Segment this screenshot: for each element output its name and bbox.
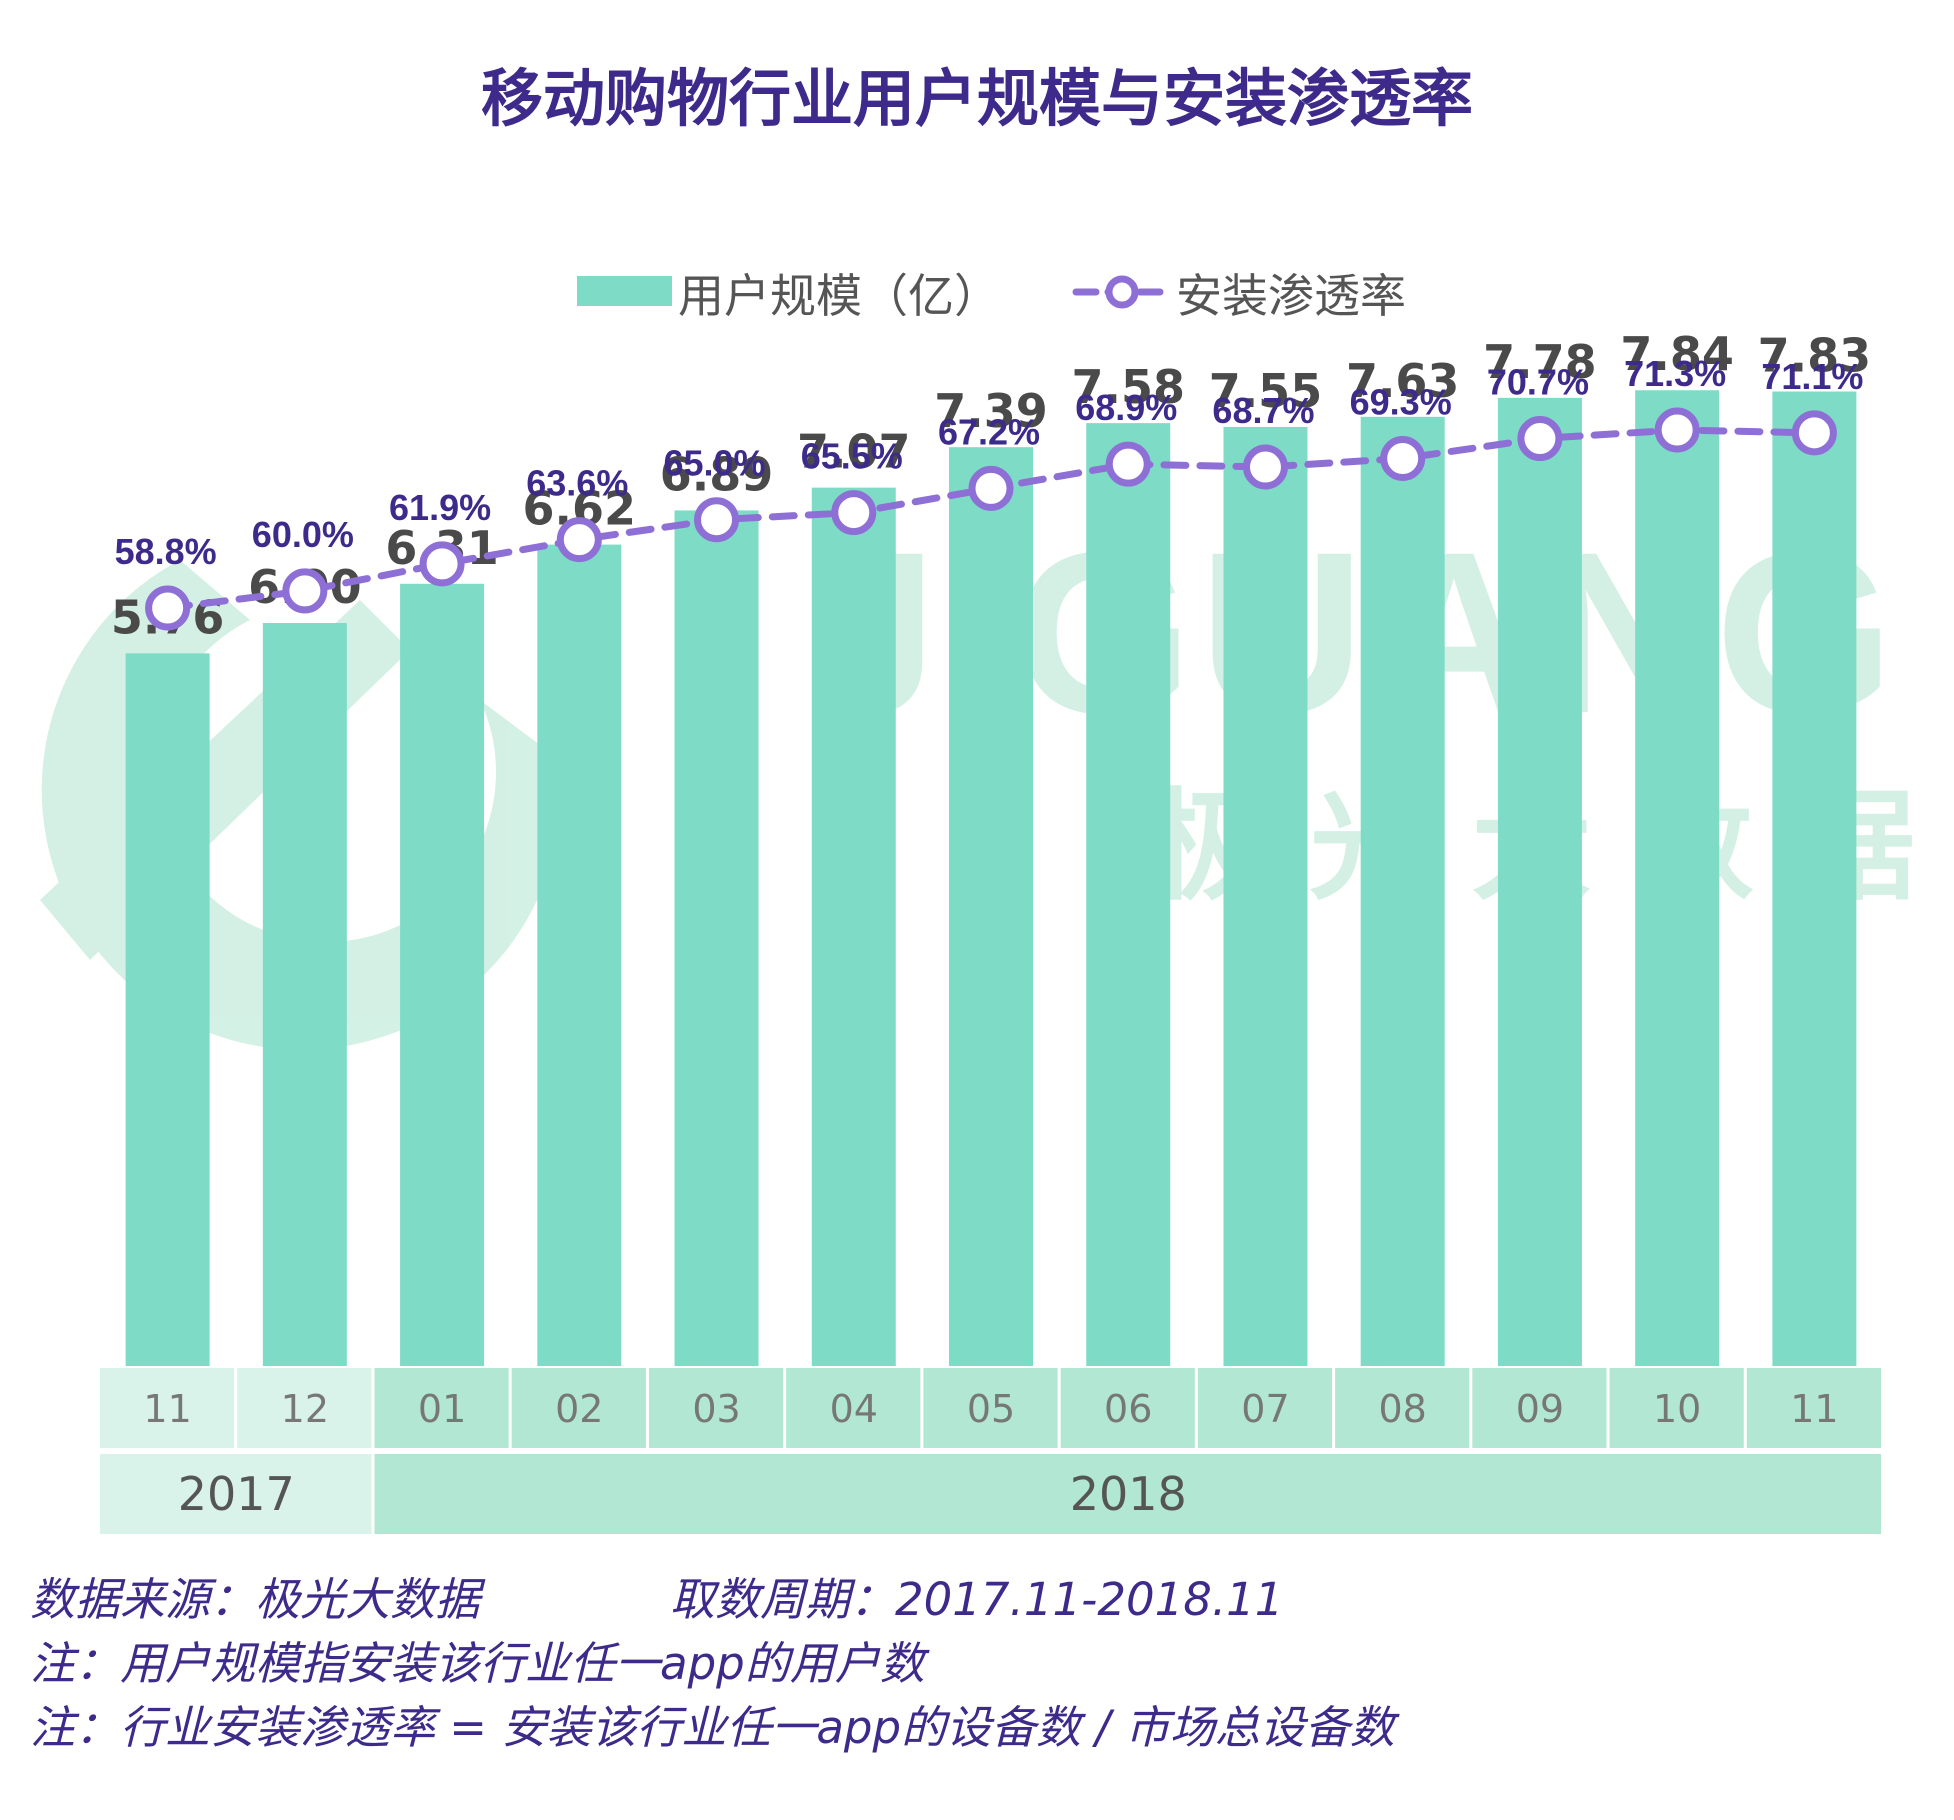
bar-10 [1497,397,1582,1367]
line-value-label: 60.0% [252,514,354,555]
year-cell [100,1454,372,1534]
bar-value-label: 7.07 [797,425,911,479]
month-tick-label: 02 [555,1387,603,1431]
line-value-label: 58.8% [115,531,217,572]
line-point-marker [968,465,1014,511]
month-cell [511,1368,646,1448]
bar-value-label: 7.84 [1620,327,1734,381]
line-point-marker [145,585,191,631]
month-cell [786,1368,921,1448]
month-cell [923,1368,1058,1448]
month-cell [100,1368,235,1448]
note-penetration: 注：行业安装渗透率 = 安装该行业任一app的设备数 / 市场总设备数 [30,1701,1395,1754]
chart-title: 移动购物行业用户规模与安装渗透率 [481,62,1473,135]
bar-5 [811,487,896,1366]
month-tick-label: 05 [967,1387,1015,1431]
bar-8 [1223,426,1308,1366]
line-point-marker [419,541,465,587]
bar-7 [1086,423,1171,1366]
line-value-label: 67.2% [938,411,1040,452]
footnotes: 数据来源：极光大数据 取数周期：2017.11-2018.11 注：用户规模指安装… [30,1568,1395,1760]
line-point-marker [1791,410,1837,456]
line-value-label: 70.7% [1487,362,1589,403]
legend-line-marker-icon [1105,275,1139,309]
bar-value-label: 7.78 [1483,335,1597,389]
line-value-label: 65.0% [663,443,765,484]
month-tick-label: 09 [1516,1387,1564,1431]
line-layer: 58.8% 60.0% 61.9% 63.6% 65.0% 65.5% 67.2% 68.9%… [115,353,1863,631]
line-point-marker [1517,416,1563,462]
legend-line-label: 安装渗透率 [1176,269,1406,323]
month-tick-label: 08 [1379,1387,1427,1431]
month-tick-label: 12 [281,1387,329,1431]
bars-layer: 5.766.006.316.626.897.077.397.587.557.63… [111,327,1872,1367]
period-note: 取数周期：2017.11-2018.11 [670,1573,1284,1626]
month-cell [1746,1368,1881,1448]
source-note: 数据来源：极光大数据 [30,1573,481,1626]
bar-value-label: 7.55 [1209,364,1323,418]
line-point-marker [1654,407,1700,453]
month-tick-label: 01 [418,1387,466,1431]
month-cell [374,1368,509,1448]
line-value-label: 68.7% [1212,390,1314,431]
month-cell [1197,1368,1333,1448]
bar-value-label: 7.58 [1071,360,1185,414]
month-tick-label: 10 [1653,1387,1701,1431]
bar-6 [949,447,1033,1366]
line-value-label: 69.3% [1350,381,1452,422]
line-value-label: 61.9% [389,487,491,528]
month-tick-label: 06 [1104,1387,1152,1431]
month-cell [1060,1368,1195,1448]
bar-12 [1772,391,1857,1366]
category-axis: 11 12 2017 01 02 03 04 05 06 07 08 09 10 11 2018 [100,1368,1881,1534]
bar-value-label: 7.83 [1758,329,1872,383]
month-tick-label: 04 [830,1387,878,1431]
line-point-marker [1105,441,1151,487]
month-cell [1472,1368,1607,1448]
line-value-label: 71.3% [1624,353,1726,394]
line-point-marker [556,517,602,563]
bar-3 [537,544,622,1366]
bar-value-label: 7.63 [1346,354,1460,408]
month-cell [1335,1368,1470,1448]
year-cell [374,1454,1881,1534]
bar-1 [262,623,347,1366]
month-tick-label: 03 [692,1387,740,1431]
bar-2 [400,583,485,1366]
legend-bar-label: 用户规模（亿） [678,269,1000,323]
note-user-scale: 注：用户规模指安装该行业任一app的用户数 [30,1637,925,1690]
bar-11 [1635,390,1720,1366]
bar-value-label: 7.39 [934,384,1048,438]
line-point-marker [694,497,740,543]
bar-9 [1360,416,1445,1366]
month-tick-label: 11 [143,1387,191,1431]
legend: 用户规模（亿） 安装渗透率 [577,269,1406,323]
line-value-label: 68.9% [1075,387,1177,428]
line-point-marker [831,490,877,536]
bar-4 [674,510,759,1366]
bar-0 [125,653,210,1366]
month-cell [648,1368,784,1448]
line-value-label: 71.1% [1761,356,1863,397]
month-cell [1609,1368,1744,1448]
line-point-marker [1380,435,1426,481]
month-tick-label: 07 [1241,1387,1289,1431]
legend-bar-swatch [577,276,672,306]
year-label: 2017 [178,1467,295,1521]
month-cell [237,1368,372,1448]
line-value-label: 63.6% [526,463,628,504]
line-value-label: 65.5% [801,436,903,477]
year-label: 2018 [1070,1467,1187,1521]
bar-value-label: 6.89 [660,447,774,501]
line-point-marker [282,568,328,614]
month-tick-label: 11 [1790,1387,1838,1431]
line-point-marker [1242,444,1288,490]
